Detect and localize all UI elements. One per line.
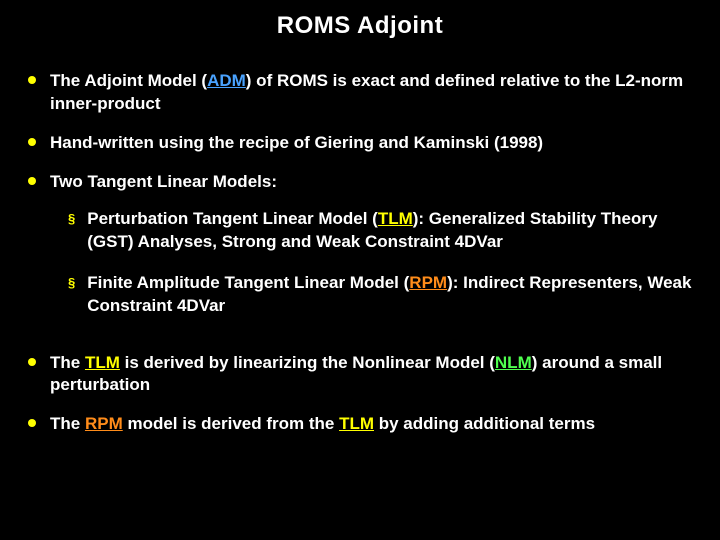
text-fragment: Perturbation Tangent Linear Model ( <box>87 209 378 228</box>
text-fragment: is derived by linearizing the Nonlinear … <box>120 353 495 372</box>
bullet-dot-icon <box>28 138 36 146</box>
adm-term: ADM <box>207 71 246 90</box>
sub-bullet-1: § Perturbation Tangent Linear Model (TLM… <box>68 208 692 254</box>
square-bullet-icon: § <box>68 274 75 292</box>
text-fragment: Two Tangent Linear Models: <box>50 172 277 191</box>
tlm-term: TLM <box>339 414 374 433</box>
bullet-4: The TLM is derived by linearizing the No… <box>28 352 692 398</box>
bullet-1: The Adjoint Model (ADM) of ROMS is exact… <box>28 70 692 116</box>
text-fragment: Finite Amplitude Tangent Linear Model ( <box>87 273 409 292</box>
text-fragment: The Adjoint Model ( <box>50 71 207 90</box>
bullet-5-text: The RPM model is derived from the TLM by… <box>50 413 692 436</box>
main-bullet-list: The Adjoint Model (ADM) of ROMS is exact… <box>28 70 692 436</box>
text-fragment: The <box>50 353 85 372</box>
nlm-term: NLM <box>495 353 532 372</box>
tlm-term: TLM <box>378 209 413 228</box>
bullet-dot-icon <box>28 76 36 84</box>
bullet-2-text: Hand-written using the recipe of Giering… <box>50 132 692 155</box>
text-fragment: The <box>50 414 85 433</box>
text-fragment: by adding additional terms <box>374 414 595 433</box>
bullet-dot-icon <box>28 358 36 366</box>
bullet-4-text: The TLM is derived by linearizing the No… <box>50 352 692 398</box>
slide-title: ROMS Adjoint <box>28 12 692 40</box>
bullet-3-text: Two Tangent Linear Models: § Perturbatio… <box>50 171 692 336</box>
bullet-3: Two Tangent Linear Models: § Perturbatio… <box>28 171 692 336</box>
bullet-5: The RPM model is derived from the TLM by… <box>28 413 692 436</box>
bullet-1-text: The Adjoint Model (ADM) of ROMS is exact… <box>50 70 692 116</box>
rpm-term: RPM <box>85 414 123 433</box>
sub-bullet-2-text: Finite Amplitude Tangent Linear Model (R… <box>87 272 692 318</box>
sub-bullet-2: § Finite Amplitude Tangent Linear Model … <box>68 272 692 318</box>
bullet-dot-icon <box>28 419 36 427</box>
square-bullet-icon: § <box>68 210 75 228</box>
sub-bullet-list: § Perturbation Tangent Linear Model (TLM… <box>50 208 692 318</box>
sub-bullet-1-text: Perturbation Tangent Linear Model (TLM):… <box>87 208 692 254</box>
bullet-2: Hand-written using the recipe of Giering… <box>28 132 692 155</box>
text-fragment: model is derived from the <box>123 414 339 433</box>
tlm-term: TLM <box>85 353 120 372</box>
bullet-dot-icon <box>28 177 36 185</box>
rpm-term: RPM <box>409 273 447 292</box>
